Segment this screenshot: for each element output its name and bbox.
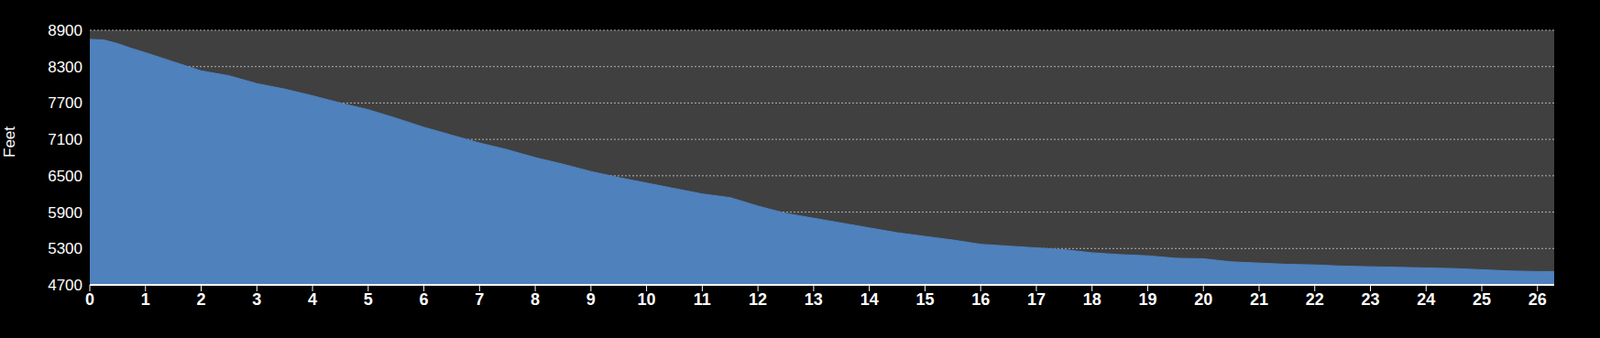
svg-text:8900: 8900: [47, 21, 83, 40]
svg-text:21: 21: [1249, 290, 1269, 309]
svg-text:4700: 4700: [47, 276, 83, 295]
svg-text:10: 10: [637, 290, 657, 309]
svg-text:13: 13: [804, 290, 823, 309]
svg-text:23: 23: [1360, 290, 1380, 309]
svg-text:1: 1: [141, 290, 151, 309]
svg-text:17: 17: [1027, 290, 1046, 309]
svg-text:4: 4: [307, 290, 318, 309]
svg-text:18: 18: [1083, 290, 1102, 309]
svg-text:14: 14: [860, 290, 879, 309]
svg-text:0: 0: [85, 290, 95, 309]
svg-text:16: 16: [971, 290, 990, 309]
svg-text:7100: 7100: [47, 131, 83, 149]
svg-text:20: 20: [1194, 290, 1213, 309]
svg-text:6: 6: [419, 290, 429, 309]
svg-text:12: 12: [748, 290, 768, 309]
svg-text:9: 9: [586, 290, 596, 309]
svg-text:22: 22: [1305, 290, 1325, 309]
svg-text:5300: 5300: [47, 240, 83, 258]
svg-text:25: 25: [1472, 290, 1491, 309]
svg-text:15: 15: [915, 290, 934, 309]
svg-text:5900: 5900: [47, 204, 83, 222]
svg-text:3: 3: [252, 290, 262, 309]
svg-text:2: 2: [197, 290, 207, 309]
svg-text:7700: 7700: [47, 94, 83, 112]
svg-text:11: 11: [693, 290, 712, 309]
svg-text:Feet: Feet: [7, 126, 19, 158]
svg-text:19: 19: [1138, 290, 1157, 309]
svg-text:26: 26: [1528, 290, 1547, 309]
svg-text:8: 8: [530, 290, 540, 309]
svg-text:24: 24: [1416, 290, 1436, 309]
svg-text:5: 5: [363, 290, 373, 309]
svg-text:8300: 8300: [47, 58, 83, 77]
svg-text:6500: 6500: [47, 167, 83, 186]
svg-text:7: 7: [474, 290, 484, 309]
